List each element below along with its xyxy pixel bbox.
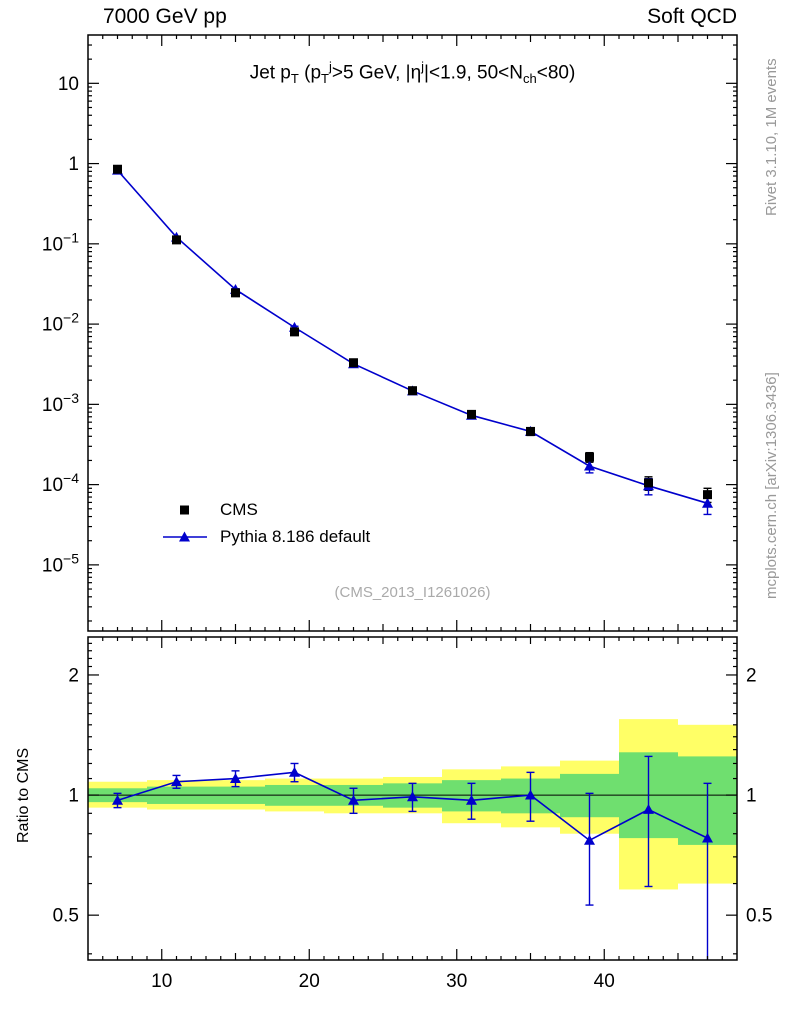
main-y-tick-label: 10−1 <box>42 229 79 255</box>
x-tick-label: 10 <box>151 971 172 992</box>
ratio-y-tick-label: 2 <box>746 665 757 686</box>
ratio-plot-area <box>88 719 737 960</box>
header-process-group: Soft QCD <box>647 5 737 28</box>
ratio-axis-label: Ratio to CMS <box>15 747 32 844</box>
main-y-tick-label: 10−5 <box>42 550 79 576</box>
ratio-y-tick-label: 2 <box>68 665 79 686</box>
main-y-tick-label: 1 <box>68 154 79 175</box>
rivet-version-note: Rivet 3.1.10, 1M events <box>763 58 780 217</box>
main-plot-area <box>112 164 713 516</box>
cms-square-marker-icon <box>180 505 189 514</box>
x-tick-label: 40 <box>594 971 615 992</box>
analysis-id-watermark: (CMS_2013_I1261026) <box>334 584 491 601</box>
x-tick-label: 20 <box>299 971 320 992</box>
mc-prediction-line <box>116 169 708 505</box>
legend-label-cms: CMS <box>220 499 258 519</box>
main-y-tick-label: 10−4 <box>42 470 79 496</box>
header-beam-energy: 7000 GeV pp <box>103 5 227 28</box>
ratio-y-tick-label: 1 <box>68 786 79 807</box>
main-y-tick-label: 10−3 <box>42 390 79 416</box>
ratio-y-tick-label: 0.5 <box>746 906 772 927</box>
axes: 10 1 10−1 10−2 10−3 10−4 10−5 2 2 1 1 0.5 0.5 10 20 30 4… <box>42 34 772 992</box>
pythia-triangle-marker-icon <box>163 531 207 541</box>
legend-item-cms: CMS <box>163 496 370 523</box>
mcplots-arxiv-note: mcplots.cern.ch [arXiv:1306.3436] <box>763 372 780 600</box>
main-y-tick-label: 10−2 <box>42 310 79 336</box>
legend-item-pythia: Pythia 8.186 default <box>163 523 370 550</box>
x-tick-label: 30 <box>446 971 467 992</box>
ratio-y-tick-label: 1 <box>746 786 757 807</box>
legend: CMS Pythia 8.186 default <box>163 496 370 550</box>
ratio-y-tick-label: 0.5 <box>53 906 79 927</box>
legend-label-pythia: Pythia 8.186 default <box>220 526 371 546</box>
main-y-tick-label: 10 <box>58 74 79 95</box>
plot-title: Jet pT (pTj>5 GeV, |ηj|<1.9, 50<Nch<80) <box>249 59 576 87</box>
